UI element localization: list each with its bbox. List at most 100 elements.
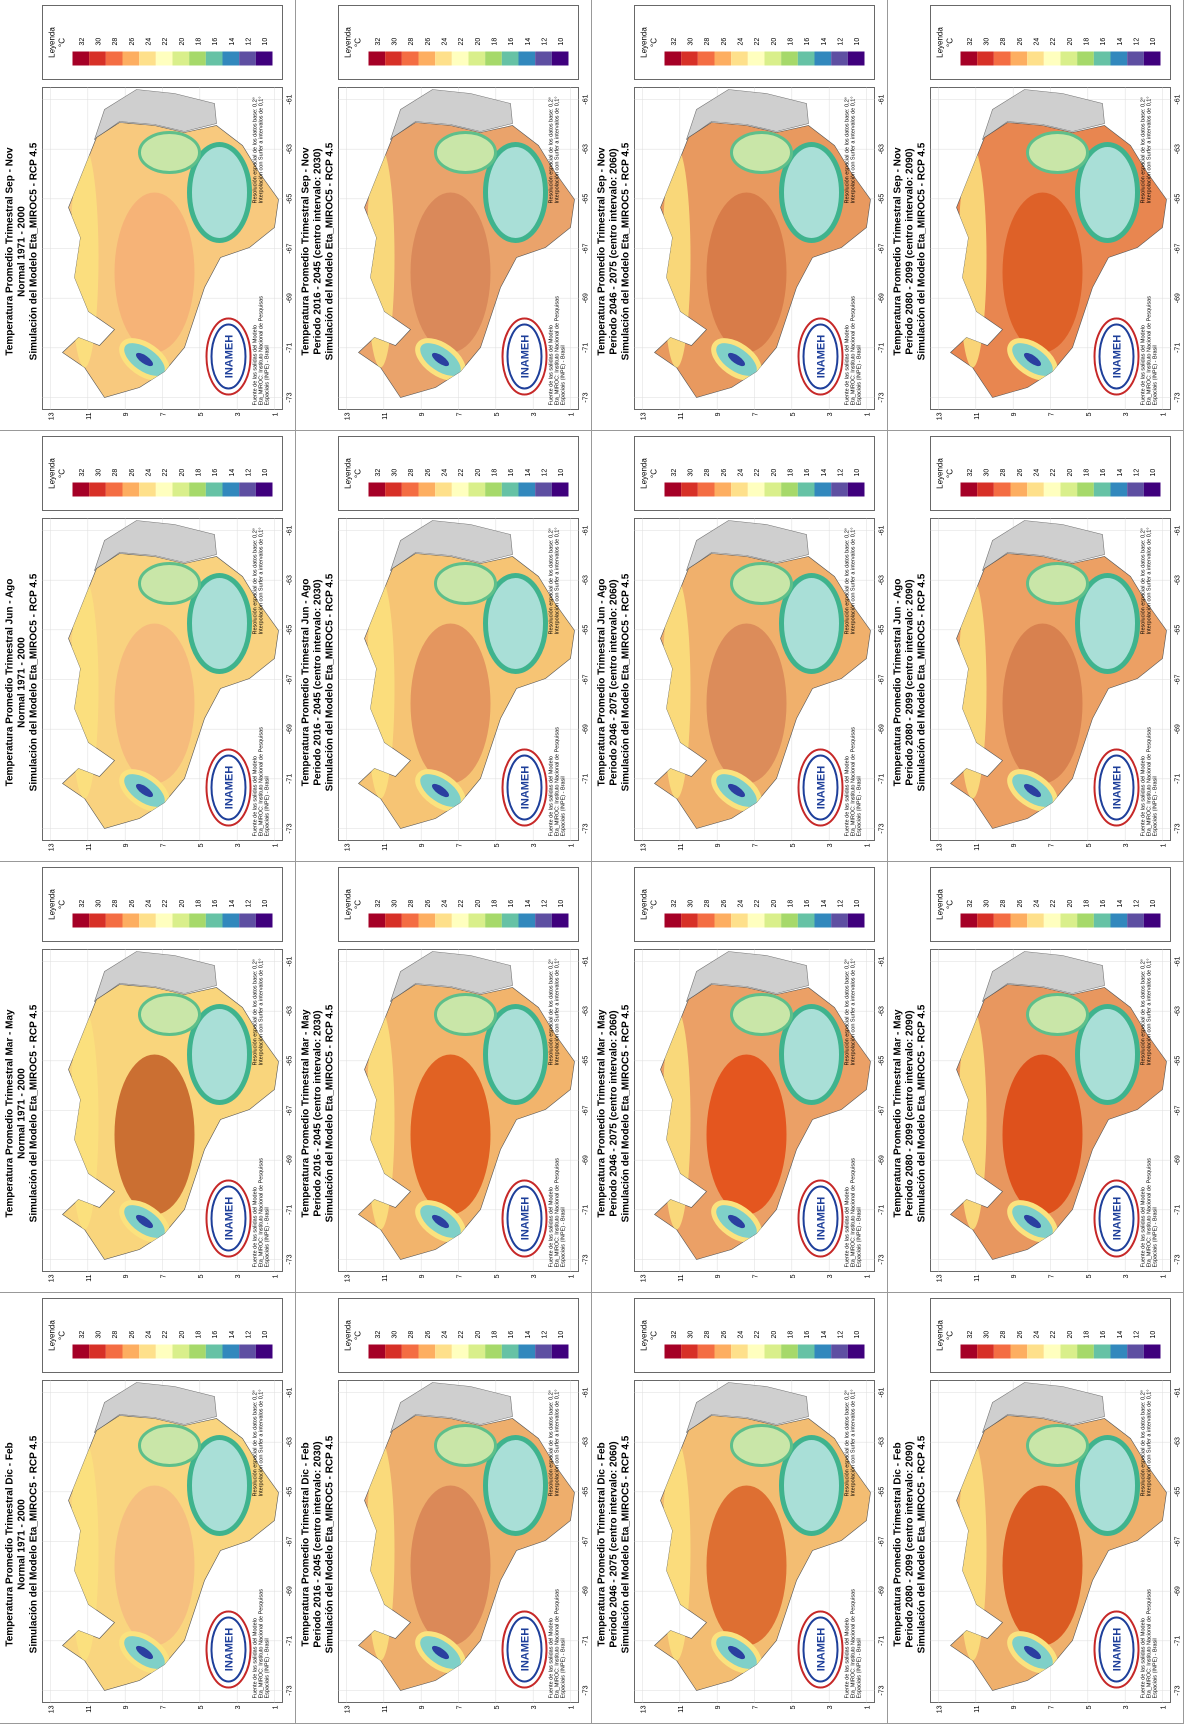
legend-tick-label: 10	[854, 468, 861, 476]
note-box: Fuente de las salidas del Modelo Eta_MIR…	[1140, 296, 1158, 405]
panel-title: Temperatura Promedio Trimestral Mar - Ma…	[892, 1008, 903, 1217]
lon-tick-label: -67	[286, 1536, 293, 1546]
lon-tick-label: -67	[878, 243, 885, 253]
logo-ring	[797, 1610, 843, 1688]
legend-unit: °C	[945, 468, 954, 477]
legend-swatch	[551, 1344, 568, 1358]
highland-ring	[482, 1003, 548, 1105]
lat-tick-label: 9	[123, 1705, 130, 1709]
legend-tick-label: 28	[112, 899, 119, 907]
legend-tick-label: 20	[1066, 37, 1073, 45]
legend-tick-label: 32	[670, 899, 677, 907]
lon-tick-label: -63	[582, 1006, 589, 1016]
legend-unit: °C	[649, 468, 658, 477]
legend-swatch	[714, 913, 731, 927]
temperature-field	[662, 992, 844, 1243]
legend-tick-label: 16	[508, 37, 515, 45]
legend-title: Leyenda	[47, 26, 56, 57]
legend-tick-label: 10	[1150, 1330, 1157, 1338]
lat-tick-label: 5	[493, 1274, 500, 1278]
lat-tick-label: 9	[715, 1705, 722, 1709]
logo-ring	[1093, 1610, 1139, 1688]
legend-swatch	[747, 482, 764, 496]
legend-tick-label: 32	[374, 37, 381, 45]
lon-tick-label: -65	[878, 193, 885, 203]
logo-ring	[802, 323, 838, 389]
legend-tick-label: 20	[474, 1330, 481, 1338]
legend-swatch	[484, 51, 502, 65]
legend-tick-label: 28	[408, 468, 415, 476]
lat-tick-label: 9	[715, 1274, 722, 1278]
logo-text: INAMEH	[815, 1627, 827, 1670]
lat-tick-label: 13	[344, 1705, 351, 1713]
logo-ring	[506, 754, 542, 820]
lat-tick-label: 5	[1085, 1705, 1092, 1709]
lon-tick-label: -63	[1174, 575, 1181, 585]
lat-tick-label: 11	[677, 843, 684, 850]
legend-tick-label: 12	[541, 899, 548, 907]
map	[653, 950, 871, 1260]
lon-tick-label: -61	[582, 956, 589, 966]
legend-swatch	[1093, 1344, 1110, 1358]
legend-swatch	[1060, 913, 1077, 927]
legend-swatch	[993, 482, 1011, 496]
lat-tick-label: 9	[419, 1274, 426, 1278]
legend-tick-label: 12	[837, 1330, 844, 1338]
legend-tick-label: 16	[212, 899, 219, 907]
andes-peak	[727, 352, 745, 366]
panel-title: Temperatura Promedio Trimestral Mar - Ma…	[596, 1008, 607, 1217]
legend-tick-label: 20	[1066, 468, 1073, 476]
legend-tick-label: 10	[262, 899, 269, 907]
legend-title: Leyenda	[935, 888, 944, 919]
temperature-field	[662, 561, 844, 812]
legend-swatch	[72, 1344, 89, 1358]
legend-swatch	[960, 913, 977, 927]
legend-tick-label: 20	[474, 899, 481, 907]
legend-swatch	[1093, 51, 1110, 65]
lon-tick-label: -69	[878, 724, 885, 734]
logo-ring	[1093, 1179, 1139, 1257]
logo-ring	[1098, 1185, 1134, 1251]
lat-tick-label: 13	[48, 843, 55, 851]
legend-tick-label: 26	[128, 899, 135, 907]
logo-text: INAMEH	[1111, 1627, 1123, 1670]
logo-ring	[501, 1610, 547, 1688]
legend-tick-label: 12	[1133, 899, 1140, 907]
legend-title: Leyenda	[935, 1319, 944, 1350]
legend-tick-label: 28	[408, 1330, 415, 1338]
legend-swatch	[747, 51, 764, 65]
map-panel: Temperatura Promedio Trimestral Mar - Ma…	[0, 862, 296, 1293]
legend-tick-label: 26	[424, 899, 431, 907]
logo-text: INAMEH	[815, 765, 827, 808]
legend-tick-label: 24	[441, 37, 448, 45]
legend-swatch	[814, 913, 831, 927]
lat-tick-label: 7	[160, 412, 167, 416]
lon-tick-label: -73	[582, 392, 589, 402]
highland-ring	[186, 572, 252, 674]
legend-swatch	[468, 1344, 485, 1358]
legend-swatch	[1043, 913, 1060, 927]
lon-tick-label: -73	[286, 1685, 293, 1695]
lon-tick-label: -65	[1174, 624, 1181, 634]
legend-tick-label: 32	[966, 899, 973, 907]
lat-tick-label: 7	[752, 843, 759, 847]
legend-title: Leyenda	[343, 26, 352, 57]
map	[949, 519, 1167, 829]
legend-tick-label: 26	[128, 37, 135, 45]
legend-tick-label: 10	[854, 899, 861, 907]
legend-swatch	[105, 51, 123, 65]
legend-tick-label: 16	[508, 468, 515, 476]
legend-tick-label: 20	[178, 468, 185, 476]
lon-tick-label: -69	[286, 1586, 293, 1596]
legend-swatch	[501, 1344, 518, 1358]
panel-svg: Temperatura Promedio Trimestral Sep - No…	[4, 4, 293, 420]
lat-tick-label: 1	[568, 1274, 575, 1278]
legend-tick-label: 18	[787, 37, 794, 45]
legend-swatch	[1010, 51, 1027, 65]
legend-tick-label: 18	[491, 1330, 498, 1338]
lat-tick-label: 13	[640, 1274, 647, 1282]
lon-tick-label: -73	[1174, 392, 1181, 402]
logo-ring	[1093, 317, 1139, 395]
legend-tick-label: 14	[524, 1330, 531, 1338]
legend-tick-label: 32	[374, 1330, 381, 1338]
